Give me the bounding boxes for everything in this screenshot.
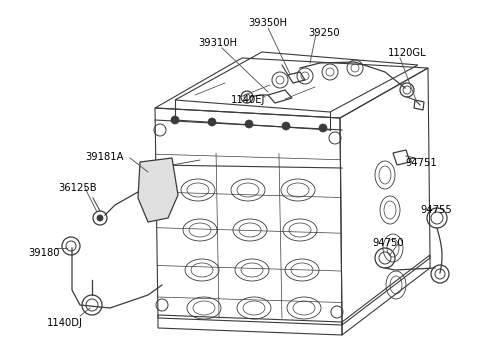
Text: 39310H: 39310H xyxy=(199,38,238,48)
Text: 39180: 39180 xyxy=(28,248,60,258)
Circle shape xyxy=(171,116,179,124)
Text: 1120GL: 1120GL xyxy=(388,48,427,58)
Text: 36125B: 36125B xyxy=(58,183,96,193)
Circle shape xyxy=(208,118,216,126)
Text: 39181A: 39181A xyxy=(86,152,124,162)
Circle shape xyxy=(245,120,253,128)
Text: 94755: 94755 xyxy=(420,205,452,215)
Text: 1140EJ: 1140EJ xyxy=(231,95,265,105)
Text: 39350H: 39350H xyxy=(249,18,288,28)
Circle shape xyxy=(97,215,103,221)
Polygon shape xyxy=(138,158,178,222)
Circle shape xyxy=(282,122,290,130)
Text: 94750: 94750 xyxy=(372,238,404,248)
Circle shape xyxy=(319,124,327,132)
Text: 1140DJ: 1140DJ xyxy=(47,318,83,328)
Text: 94751: 94751 xyxy=(405,158,437,168)
Text: 39250: 39250 xyxy=(308,28,340,38)
